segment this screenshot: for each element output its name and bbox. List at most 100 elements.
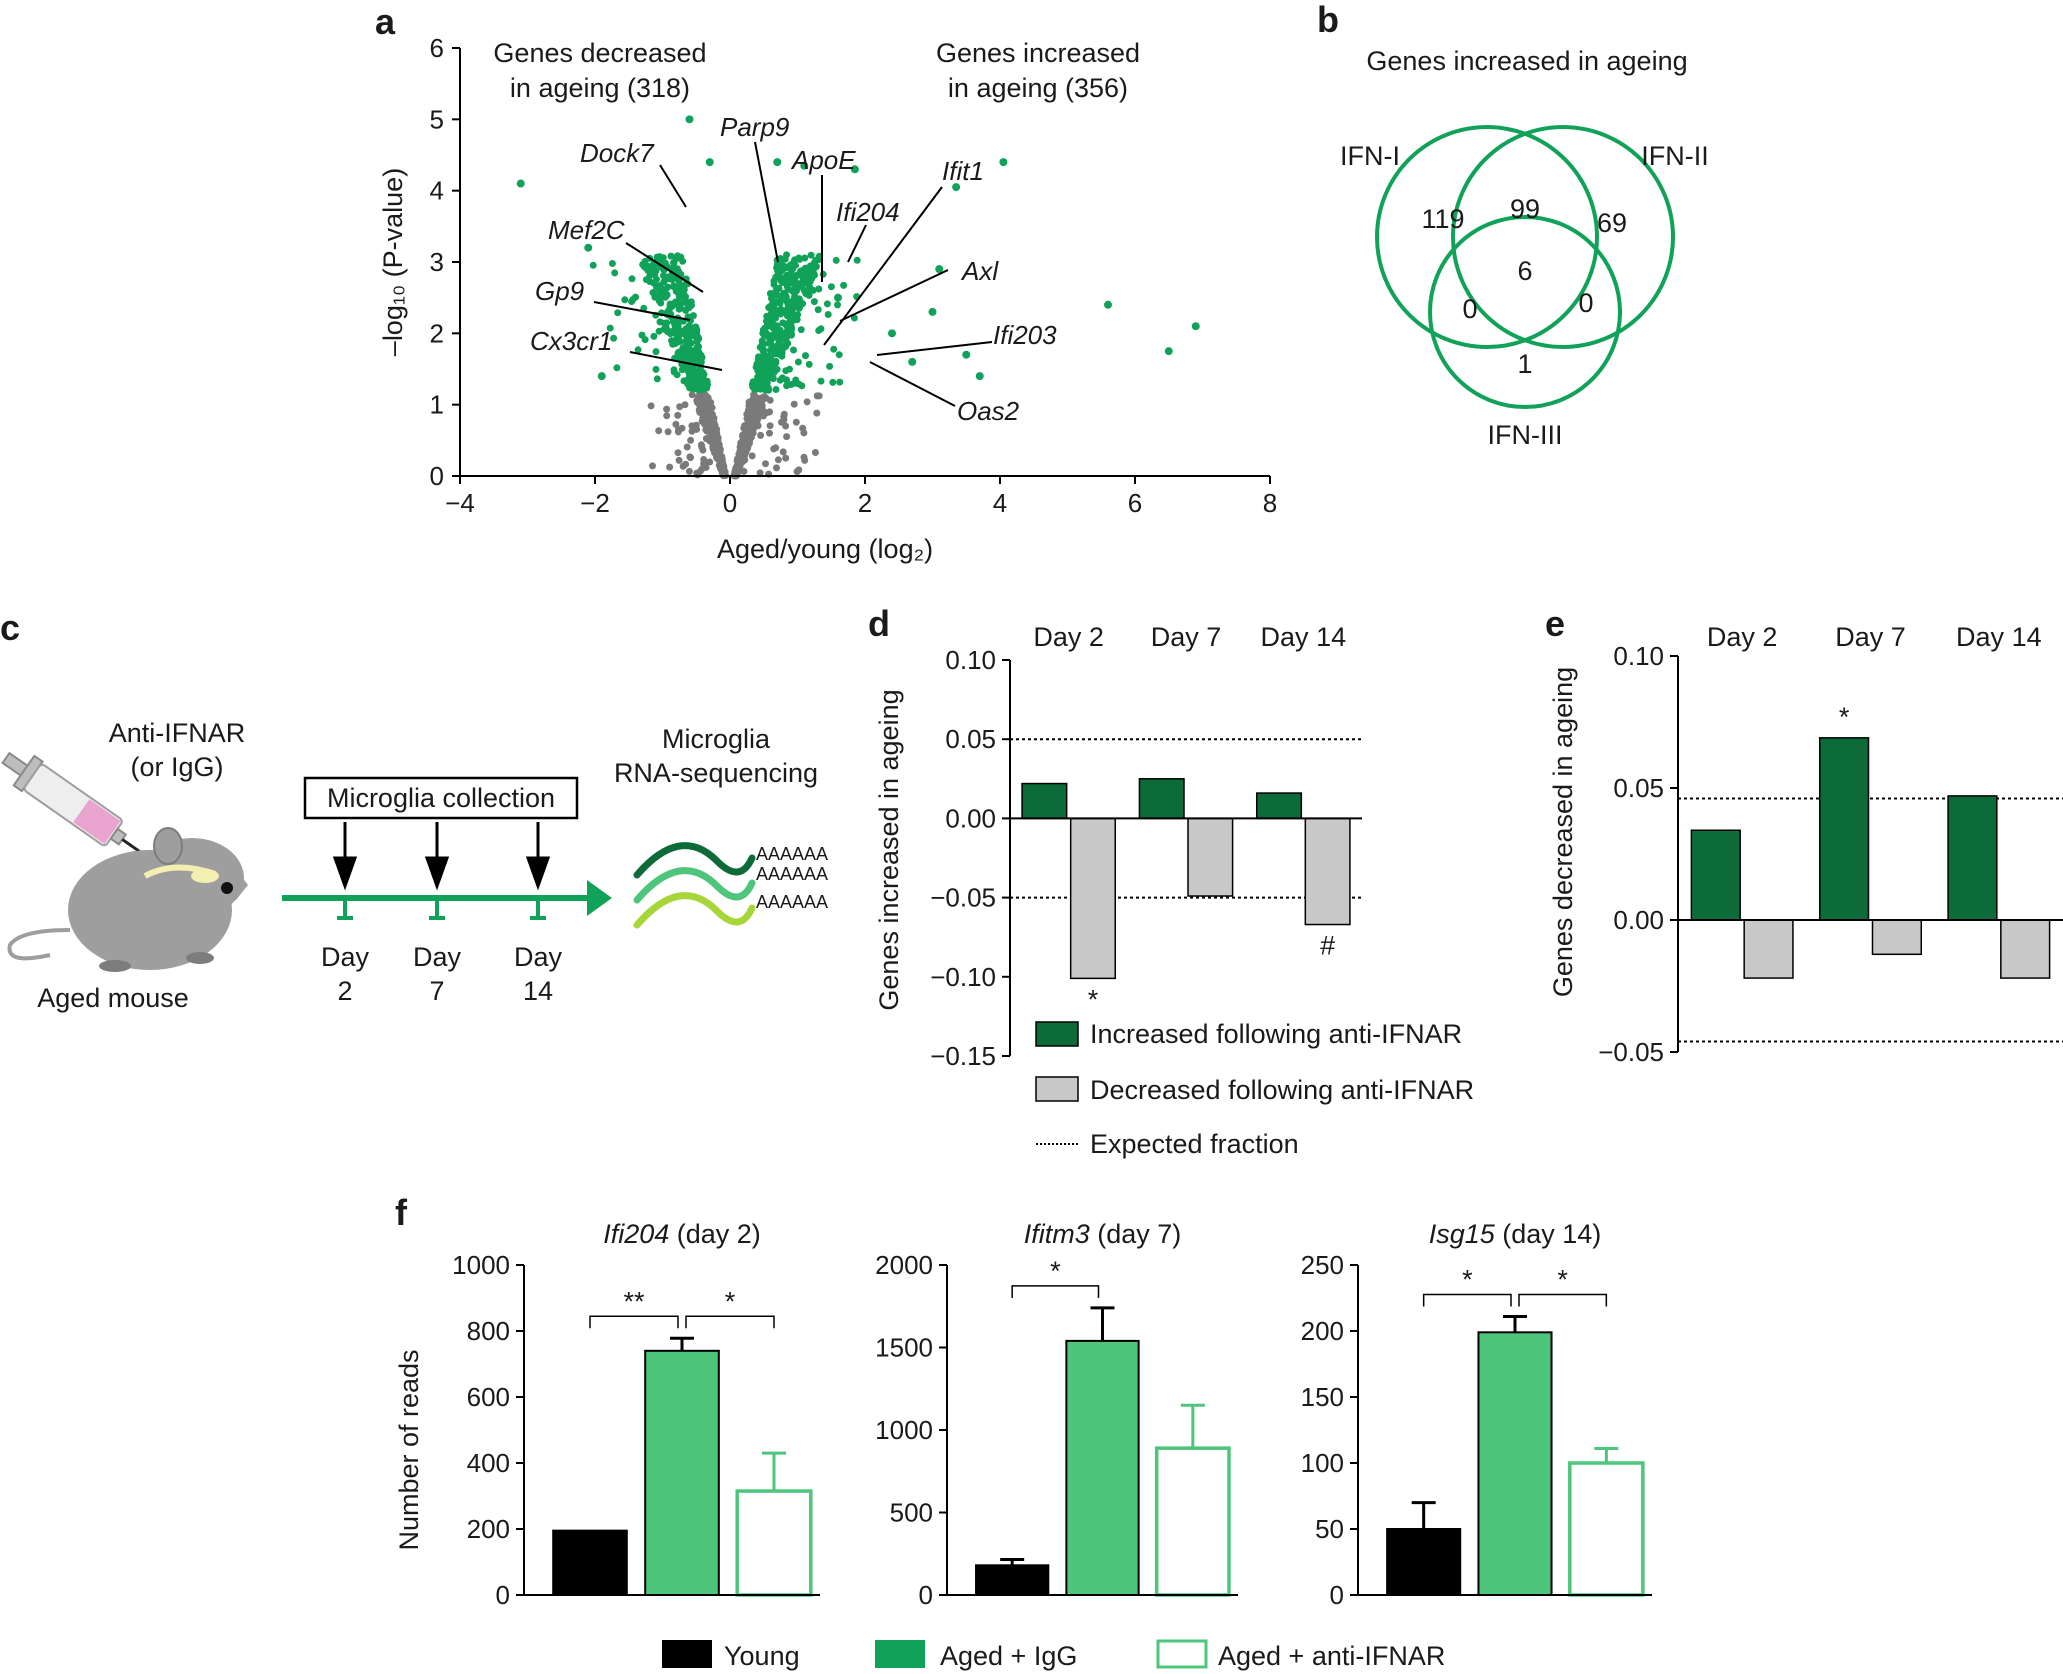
significant-gene-point [810,298,818,306]
subplot-title-day: (day 14) [1495,1219,1602,1249]
significant-gene-point [688,327,696,335]
significant-gene-point [802,279,810,287]
nonsignificant-gene-point [675,456,683,464]
nonsignificant-gene-point [698,465,706,473]
panel-e-bar-chart: e −0.05 0.00 0.05 0.10 Day 2 Day 7 * Day 14 Gen… [1545,603,2063,1067]
significant-gene-point [796,255,804,263]
gene-label-axl: Axl [960,256,999,286]
y-tick-label: 100 [1301,1448,1344,1478]
significant-gene-point [817,325,825,333]
significant-gene-point [675,305,683,313]
y-tick-label: −0.05 [1598,1037,1664,1067]
significant-gene-point [697,383,705,391]
significant-gene-point [773,322,781,330]
outlier-gene-point [800,161,809,170]
significant-gene-point [783,271,791,279]
significant-gene-point [835,351,843,359]
nonsignificant-gene-point [803,398,811,406]
significant-gene-point [652,348,660,356]
nonsignificant-gene-point [685,467,693,475]
poly-a-tail-3: AAAAAA [756,892,828,912]
nonsignificant-gene-point [783,433,791,441]
y-tick-label: 0 [496,1580,510,1610]
collection-arrows [332,822,551,891]
significant-gene-point [777,264,785,272]
significant-gene-point [652,365,660,373]
bar-young [552,1529,628,1597]
significant-gene-point [772,386,780,393]
timeline-day7-word: Day [413,942,462,972]
significant-gene-point [768,369,776,377]
significant-gene-point [755,353,762,361]
panel-letter-a: a [375,1,396,42]
gene-label-cx3cr1: Cx3cr1 [530,326,612,356]
significant-gene-point [812,256,820,264]
volcano-y-tick-label: 4 [430,176,444,206]
annotation-increased-line2: in ageing (356) [948,73,1128,103]
nonsignificant-gene-point [746,433,754,441]
rna-waves-icon [633,842,756,929]
significant-gene-point [807,251,815,259]
outlier-gene-point [1104,300,1112,309]
significant-gene-point [748,380,756,388]
nonsignificant-gene-point [713,449,721,456]
significant-gene-point [823,300,831,308]
nonsignificant-gene-point [695,396,703,404]
legend-swatch-young [662,1640,712,1668]
significant-gene-point [836,378,844,386]
nonsignificant-gene-point [720,467,728,475]
outlier-gene-point [850,165,859,174]
significant-gene-point [641,263,649,271]
volcano-y-tick-label: 2 [430,318,444,348]
arrow-head-day14 [525,856,551,891]
y-tick-label: 400 [467,1448,510,1478]
significant-gene-point [799,266,807,274]
legend-label-aged-igg: Aged + IgG [940,1641,1077,1671]
significant-gene-point [759,364,767,372]
arrow-head-day7 [424,856,450,891]
significance-mark: ** [623,1286,645,1316]
bar-decreased-following-anti-ifnar [2000,919,2051,979]
nonsignificant-gene-point [708,404,716,412]
significant-gene-point [771,333,779,341]
nonsignificant-gene-point [672,420,680,428]
nonsignificant-gene-point [757,431,765,439]
significant-gene-point [606,324,614,332]
significant-gene-point [799,273,807,281]
poly-a-tail-1: AAAAAA [756,844,828,864]
significant-gene-point [675,268,683,276]
nonsignificant-gene-point [663,405,671,413]
significant-gene-point [768,309,776,317]
outlier-gene-point [773,158,782,167]
y-tick-label: 0 [919,1580,933,1610]
significant-gene-point [668,274,676,282]
nonsignificant-gene-point [698,442,706,450]
legend-swatch-decreased [1035,1076,1079,1102]
annotation-increased-line1: Genes increased [936,38,1140,68]
significant-gene-point [614,309,622,317]
sequencing-label-line1: Microglia [662,724,771,754]
nonsignificant-gene-point [704,422,711,430]
y-tick-label: −0.15 [930,1041,996,1071]
subplot-title-gene: Ifi204 [603,1219,669,1249]
leader-axl [839,269,949,322]
significant-gene-point [674,324,681,332]
nonsignificant-gene-point [687,436,695,444]
volcano-x-tick-label: 6 [1128,488,1142,518]
gene-label-mef2c: Mef2C [548,215,625,245]
significant-gene-point [678,366,686,374]
significant-gene-point [802,352,809,360]
nonsignificant-gene-point [795,466,803,474]
volcano-x-tick-label: 2 [858,488,872,518]
bar-young [1386,1528,1462,1596]
significant-gene-point [779,319,787,327]
significant-gene-point [791,379,799,387]
significant-gene-point [682,293,689,301]
legend-label-decreased: Decreased following anti-IFNAR [1090,1075,1474,1105]
leader-mef2c [625,242,704,293]
panel-a-volcano-plot: a −4 −2 0 2 4 6 8 0 1 2 3 4 5 6 Genes decreased in ag… [375,1,1277,564]
nonsignificant-gene-point [718,461,726,469]
significant-gene-point [647,266,655,274]
leader-gp9 [593,301,691,321]
significant-gene-point [678,286,686,294]
